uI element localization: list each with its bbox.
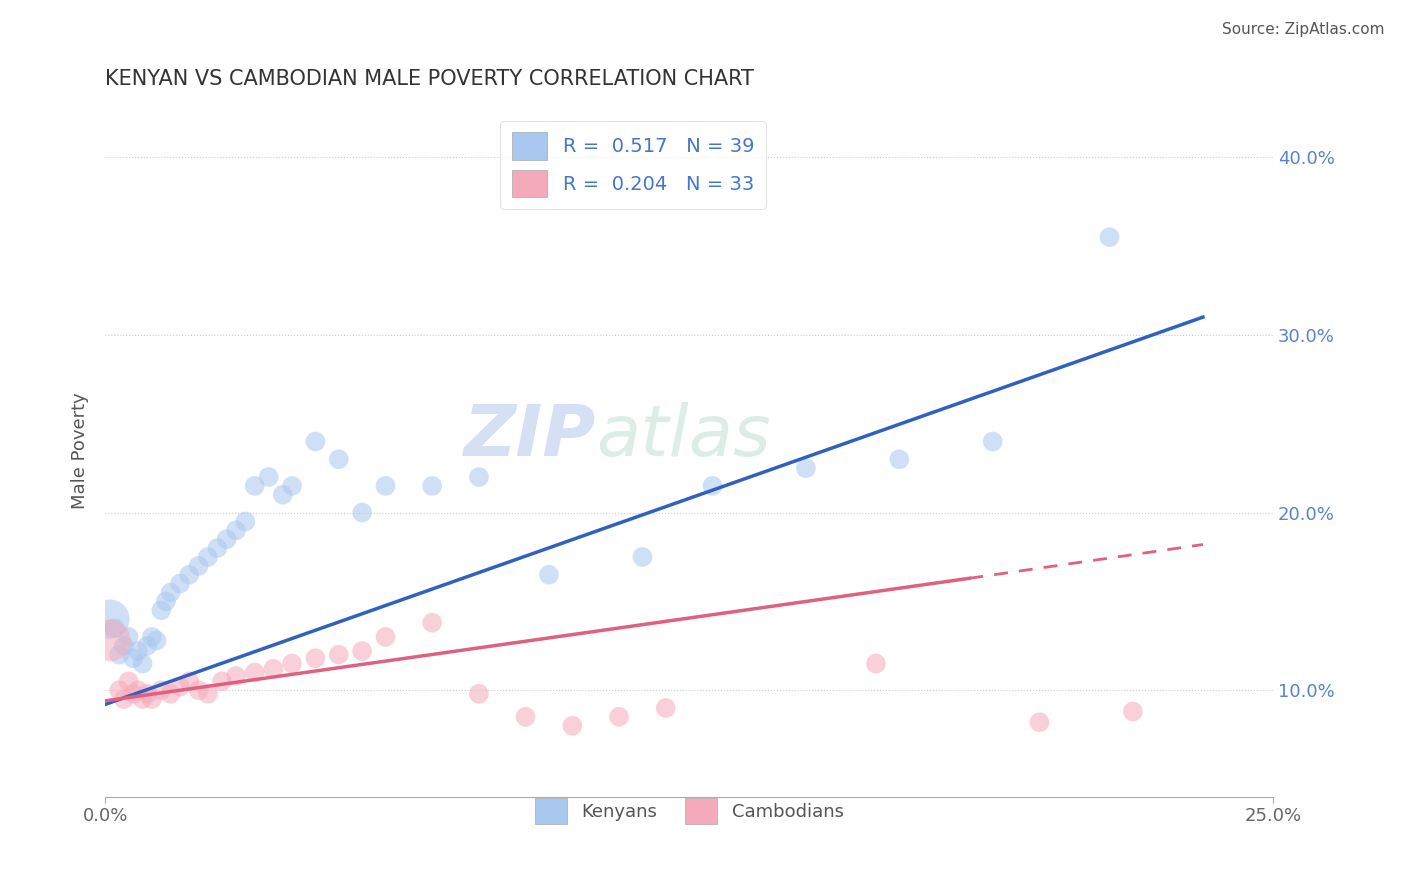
Point (117, 674, 139, 689)
Point (1028, 715, 1050, 730)
Point (136, 687, 159, 701)
Point (136, 639, 159, 653)
Point (141, 630, 163, 644)
Point (197, 549, 219, 564)
Point (515, 710, 537, 724)
Point (150, 683, 173, 698)
Point (281, 479, 304, 493)
Point (328, 452, 350, 467)
Point (159, 585, 181, 599)
Point (215, 532, 238, 546)
Point (235, 515, 257, 529)
Point (794, 461, 817, 475)
Point (169, 576, 191, 591)
Point (702, 479, 724, 493)
Point (159, 687, 181, 701)
Point (117, 630, 139, 644)
Legend: Kenyans, Cambodians: Kenyans, Cambodians (526, 789, 852, 833)
Point (98, 633, 121, 648)
Point (243, 665, 266, 680)
Point (281, 657, 304, 671)
Point (655, 701, 678, 715)
Point (374, 479, 396, 493)
Point (122, 687, 145, 701)
Point (98, 612, 121, 626)
Point (207, 541, 229, 555)
Point (141, 692, 163, 706)
Text: ZIP: ZIP (464, 402, 596, 471)
Point (127, 683, 149, 698)
Point (1098, 230, 1121, 244)
Point (169, 680, 191, 694)
Point (211, 674, 233, 689)
Point (187, 558, 209, 573)
Point (131, 657, 153, 671)
Point (225, 669, 247, 683)
Point (271, 488, 294, 502)
Point (420, 479, 443, 493)
Point (468, 687, 491, 701)
Point (981, 434, 1004, 449)
Point (561, 719, 583, 733)
Text: KENYAN VS CAMBODIAN MALE POVERTY CORRELATION CHART: KENYAN VS CAMBODIAN MALE POVERTY CORRELA… (105, 69, 754, 88)
Point (150, 603, 173, 617)
Point (179, 567, 201, 582)
Point (103, 621, 125, 635)
Point (112, 692, 135, 706)
Point (108, 648, 131, 662)
Point (304, 651, 326, 665)
Point (197, 687, 219, 701)
Point (145, 633, 167, 648)
Point (131, 692, 153, 706)
Point (352, 506, 374, 520)
Point (262, 662, 284, 676)
Point (187, 683, 209, 698)
Point (607, 710, 630, 724)
Point (225, 524, 247, 538)
Point (1122, 705, 1144, 719)
Point (889, 452, 911, 467)
Point (122, 651, 145, 665)
Point (108, 683, 131, 698)
Point (127, 644, 149, 658)
Point (537, 567, 560, 582)
Text: Source: ZipAtlas.com: Source: ZipAtlas.com (1222, 22, 1385, 37)
Point (179, 674, 201, 689)
Point (112, 639, 135, 653)
Point (257, 470, 280, 484)
Point (631, 549, 654, 564)
Point (352, 644, 374, 658)
Point (328, 648, 350, 662)
Point (865, 657, 887, 671)
Point (155, 594, 177, 608)
Point (468, 470, 491, 484)
Point (420, 615, 443, 630)
Y-axis label: Male Poverty: Male Poverty (72, 392, 89, 508)
Point (374, 630, 396, 644)
Point (304, 434, 326, 449)
Point (243, 479, 266, 493)
Text: atlas: atlas (596, 402, 770, 471)
